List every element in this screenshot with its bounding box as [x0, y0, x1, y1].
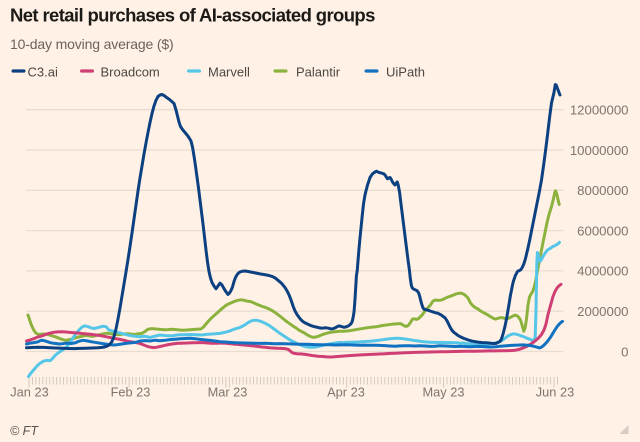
- svg-text:12000000: 12000000: [570, 103, 629, 118]
- svg-text:Mar 23: Mar 23: [208, 385, 248, 400]
- svg-text:May 23: May 23: [423, 385, 465, 400]
- svg-text:4000000: 4000000: [577, 264, 628, 279]
- svg-text:Feb 23: Feb 23: [111, 385, 151, 400]
- svg-text:Palantir: Palantir: [296, 65, 341, 80]
- svg-text:UiPath: UiPath: [386, 65, 425, 80]
- svg-text:2000000: 2000000: [577, 304, 628, 319]
- svg-text:Marvell: Marvell: [208, 65, 250, 80]
- svg-text:8000000: 8000000: [577, 183, 628, 198]
- svg-text:Broadcom: Broadcom: [101, 65, 160, 80]
- svg-text:C3.ai: C3.ai: [28, 65, 58, 80]
- svg-text:0: 0: [621, 344, 628, 359]
- svg-text:Net retail purchases of AI-ass: Net retail purchases of AI-associated gr…: [10, 5, 375, 26]
- svg-text:Jun 23: Jun 23: [536, 385, 574, 400]
- svg-text:6000000: 6000000: [577, 223, 628, 238]
- svg-text:10000000: 10000000: [570, 143, 629, 158]
- svg-text:10-day moving average ($): 10-day moving average ($): [10, 36, 174, 52]
- svg-text:Apr 23: Apr 23: [327, 385, 365, 400]
- svg-text:Jan 23: Jan 23: [10, 385, 48, 400]
- svg-text:© FT: © FT: [10, 424, 39, 438]
